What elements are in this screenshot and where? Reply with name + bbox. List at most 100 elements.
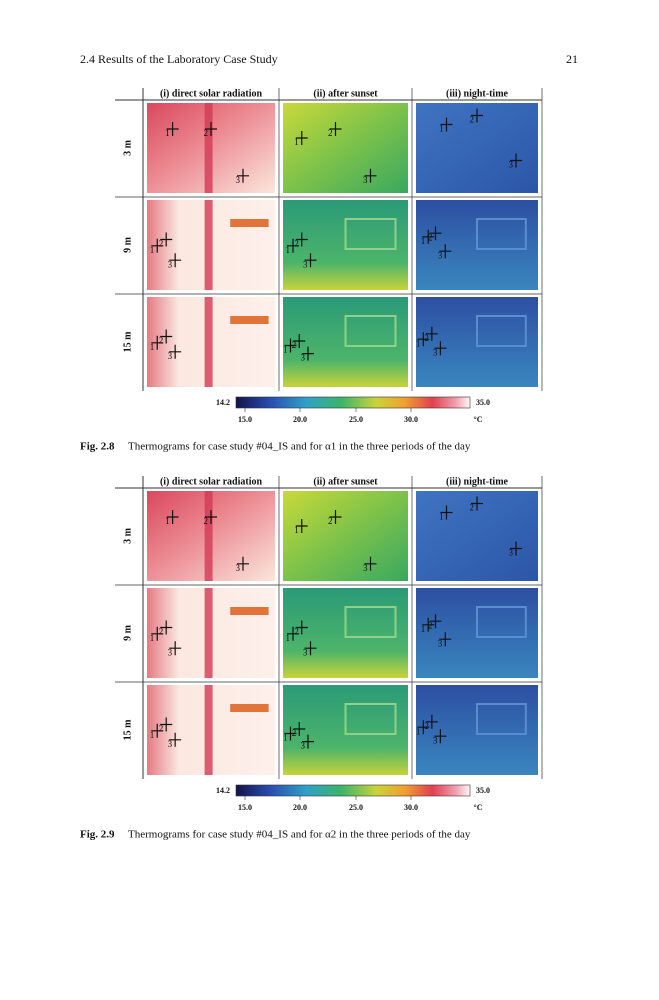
marker xyxy=(293,334,306,348)
point-label: 2 xyxy=(159,627,164,637)
point-label: 3 xyxy=(236,175,241,185)
row-label: 3 m xyxy=(122,527,133,544)
point-label: 2 xyxy=(428,232,433,242)
point-label: 2 xyxy=(428,620,433,630)
caption-label: Fig. 2.9 xyxy=(80,829,115,841)
column-header: (iii) night-time xyxy=(446,476,508,487)
marker xyxy=(151,626,164,641)
row-label: 3 m xyxy=(122,139,133,156)
marker xyxy=(284,726,297,741)
point-label: 3 xyxy=(303,647,308,657)
marker xyxy=(425,714,438,729)
caption-text: Thermograms for case study #04_IS and fo… xyxy=(128,829,471,841)
marker xyxy=(417,332,430,347)
page-number: 21 xyxy=(566,52,578,66)
marker xyxy=(440,117,453,132)
marker xyxy=(166,510,179,524)
point-label: 2 xyxy=(204,516,209,526)
marker xyxy=(295,131,308,145)
marker xyxy=(429,226,442,241)
colorbar-tick-label: 25.0 xyxy=(349,415,363,424)
colorbar-max: 35.0 xyxy=(476,398,490,407)
marker xyxy=(510,153,523,168)
marker xyxy=(425,326,438,341)
column-header: (i) direct solar radiation xyxy=(160,88,263,99)
point-label: 1 xyxy=(150,245,155,255)
point-label: 3 xyxy=(438,250,443,260)
point-label: 2 xyxy=(424,721,429,731)
thermogram-detail xyxy=(230,607,269,615)
point-label: 2 xyxy=(294,627,299,637)
point-label: 3 xyxy=(301,741,306,751)
point-label: 3 xyxy=(509,548,514,558)
thermogram-detail xyxy=(476,315,527,347)
column-header: (ii) after sunset xyxy=(313,476,378,487)
point-label: 3 xyxy=(301,353,306,363)
marker xyxy=(429,614,442,629)
thermogram-detail xyxy=(204,200,213,290)
colorbar xyxy=(235,784,471,797)
point-label: 3 xyxy=(363,175,368,185)
point-label: 2 xyxy=(470,503,475,513)
point-label: 1 xyxy=(150,342,155,352)
marker xyxy=(304,641,317,656)
marker xyxy=(295,519,308,533)
point-label: 1 xyxy=(286,633,291,643)
marker xyxy=(510,541,523,556)
marker xyxy=(434,729,447,744)
point-label: 3 xyxy=(303,259,308,269)
thermogram-detail xyxy=(476,703,527,735)
point-label: 3 xyxy=(433,347,438,357)
point-label: 1 xyxy=(416,338,421,348)
marker xyxy=(287,626,299,641)
point-label: 3 xyxy=(168,351,173,361)
marker xyxy=(237,168,249,183)
marker xyxy=(329,510,342,524)
marker xyxy=(422,617,435,632)
row-label: 15 m xyxy=(122,331,133,353)
point-label: 2 xyxy=(159,724,164,734)
thermogram-detail xyxy=(204,103,213,193)
marker xyxy=(169,253,182,268)
marker xyxy=(440,505,453,520)
point-label: 1 xyxy=(439,124,444,134)
colorbar-unit: °C xyxy=(474,415,483,424)
marker xyxy=(160,620,173,635)
point-label: 1 xyxy=(150,730,155,740)
marker xyxy=(160,232,173,247)
marker xyxy=(287,238,299,253)
point-label: 2 xyxy=(159,239,164,249)
point-label: 1 xyxy=(283,733,288,743)
marker xyxy=(151,335,164,350)
point-label: 1 xyxy=(283,345,288,355)
point-label: 1 xyxy=(165,516,170,526)
marker xyxy=(471,496,483,511)
marker xyxy=(293,722,306,736)
colorbar-unit: °C xyxy=(474,803,483,812)
point-label: 2 xyxy=(294,239,299,249)
marker xyxy=(166,122,179,136)
point-label: 2 xyxy=(328,128,333,138)
marker xyxy=(364,556,377,571)
point-label: 2 xyxy=(292,728,297,738)
point-label: 1 xyxy=(439,512,444,522)
colorbar-tick-label: 30.0 xyxy=(404,415,418,424)
running-header: 2.4 Results of the Laboratory Case Study xyxy=(80,52,278,66)
marker xyxy=(151,238,164,253)
point-label: 1 xyxy=(286,245,291,255)
thermogram-detail xyxy=(344,315,397,347)
point-label: 3 xyxy=(236,563,241,573)
point-label: 2 xyxy=(328,516,333,526)
point-label: 1 xyxy=(294,525,299,535)
marker xyxy=(439,244,452,259)
column-header: (iii) night-time xyxy=(446,88,508,99)
column-header: (ii) after sunset xyxy=(313,88,378,99)
point-label: 3 xyxy=(168,647,173,657)
colorbar-tick-label: 15.0 xyxy=(238,415,252,424)
point-label: 3 xyxy=(363,563,368,573)
thermogram-detail xyxy=(230,704,269,712)
marker xyxy=(329,122,342,136)
point-label: 3 xyxy=(509,160,514,170)
thermogram-detail xyxy=(476,606,527,638)
